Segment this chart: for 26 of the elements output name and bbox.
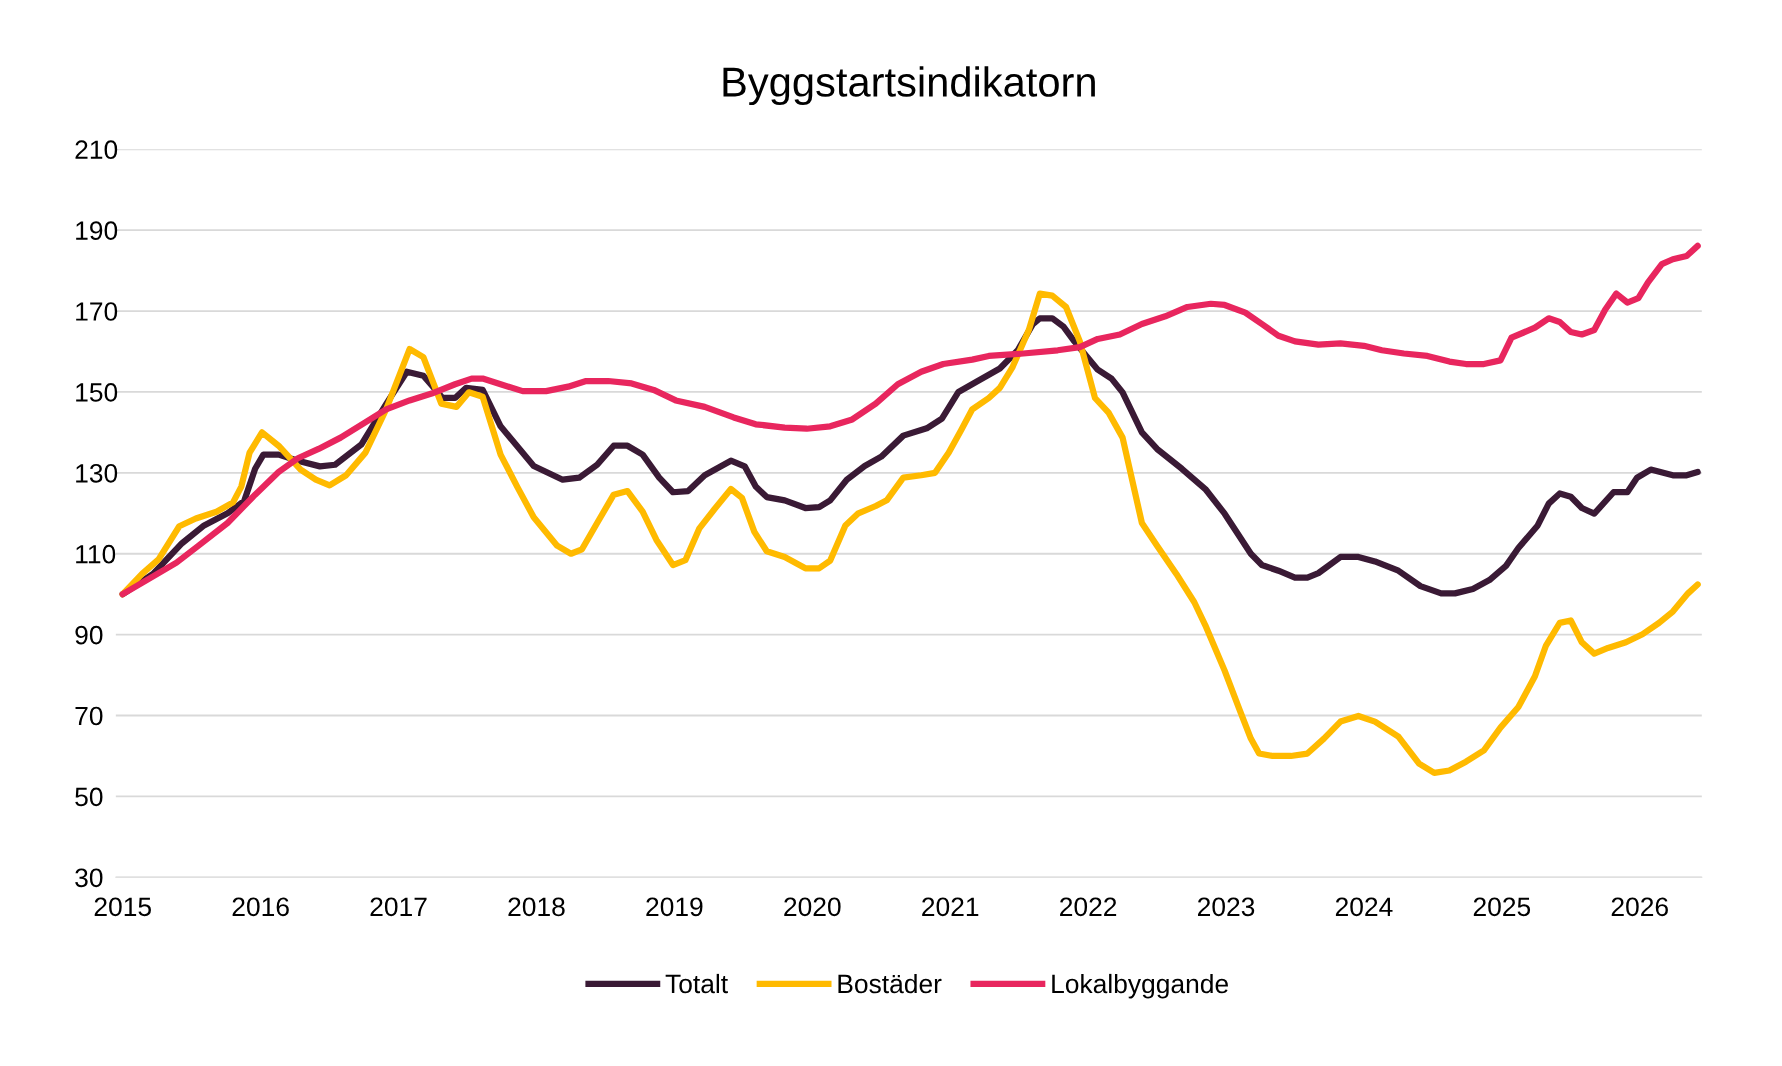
x-tick-label: 2018 xyxy=(508,897,565,917)
x-tick-label: 2025 xyxy=(1473,897,1531,917)
y-tick-label: 50 xyxy=(75,787,103,807)
x-tick-label: 2021 xyxy=(922,897,979,917)
x-tick-label: 2019 xyxy=(646,897,703,917)
legend-label: Totalt xyxy=(665,973,728,994)
y-tick-label: 90 xyxy=(75,625,103,645)
y-tick-label: 70 xyxy=(75,706,103,726)
x-tick-label: 2015 xyxy=(94,897,151,917)
y-tick-label: 170 xyxy=(76,302,118,321)
x-tick-label: 2024 xyxy=(1335,897,1393,917)
x-tick-label: 2017 xyxy=(370,897,427,917)
x-tick-label: 2016 xyxy=(232,897,289,917)
legend-label: Lokalbyggande xyxy=(1052,973,1228,999)
x-tick-label: 2020 xyxy=(784,897,841,917)
legend-label: Bostäder xyxy=(838,973,942,994)
x-tick-label: 2023 xyxy=(1197,897,1255,917)
y-tick-label: 30 xyxy=(75,868,103,888)
x-tick-label: 2026 xyxy=(1611,897,1668,917)
y-tick-label: 150 xyxy=(76,383,118,402)
y-tick-label: 210 xyxy=(75,140,118,160)
y-tick-label: 190 xyxy=(76,221,118,240)
y-tick-label: 110 xyxy=(76,544,116,564)
chart-title: Byggstartsindikatorn xyxy=(723,66,1095,106)
y-tick-label: 130 xyxy=(76,463,118,483)
x-tick-label: 2022 xyxy=(1060,897,1117,917)
